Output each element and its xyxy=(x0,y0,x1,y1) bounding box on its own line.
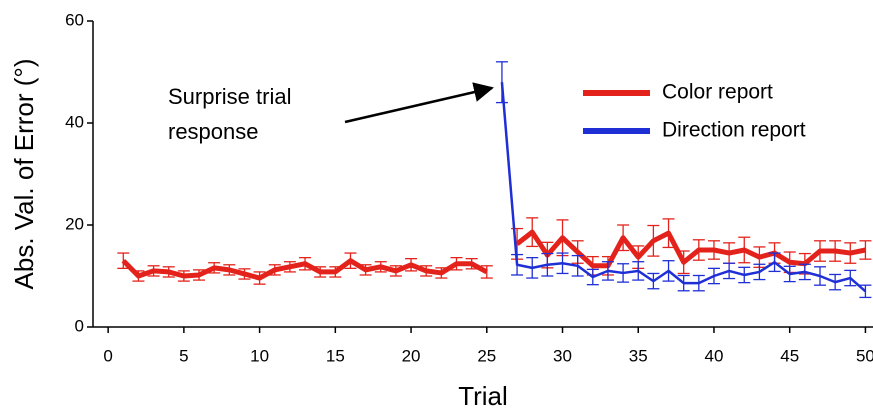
x-tick-label: 45 xyxy=(780,346,799,365)
x-tick-label: 5 xyxy=(179,346,188,365)
series-line xyxy=(500,82,867,293)
x-tick-label: 40 xyxy=(705,346,724,365)
x-tick-label: 20 xyxy=(402,346,421,365)
legend-label: Direction report xyxy=(662,119,806,142)
x-axis-label: Trial xyxy=(458,381,508,411)
x-tick-label: 30 xyxy=(553,346,572,365)
annotation: response xyxy=(168,119,259,144)
annotation-arrow xyxy=(344,82,494,124)
y-axis-label: Abs. Val. of Error (°) xyxy=(9,59,39,290)
x-tick-label: 25 xyxy=(477,346,496,365)
x-tick-label: 15 xyxy=(326,346,345,365)
legend-label: Color report xyxy=(662,81,773,104)
x-tick-label: 0 xyxy=(103,346,112,365)
series-line xyxy=(121,229,866,281)
y-tick-label: 40 xyxy=(65,112,84,131)
y-tick-label: 20 xyxy=(65,214,84,233)
annotation: Surprise trial xyxy=(168,84,291,109)
x-tick-label: 50 xyxy=(856,346,873,365)
y-tick-label: 60 xyxy=(65,10,84,29)
x-tick-label: 35 xyxy=(629,346,648,365)
y-tick-label: 0 xyxy=(75,316,84,335)
x-tick-label: 10 xyxy=(250,346,269,365)
